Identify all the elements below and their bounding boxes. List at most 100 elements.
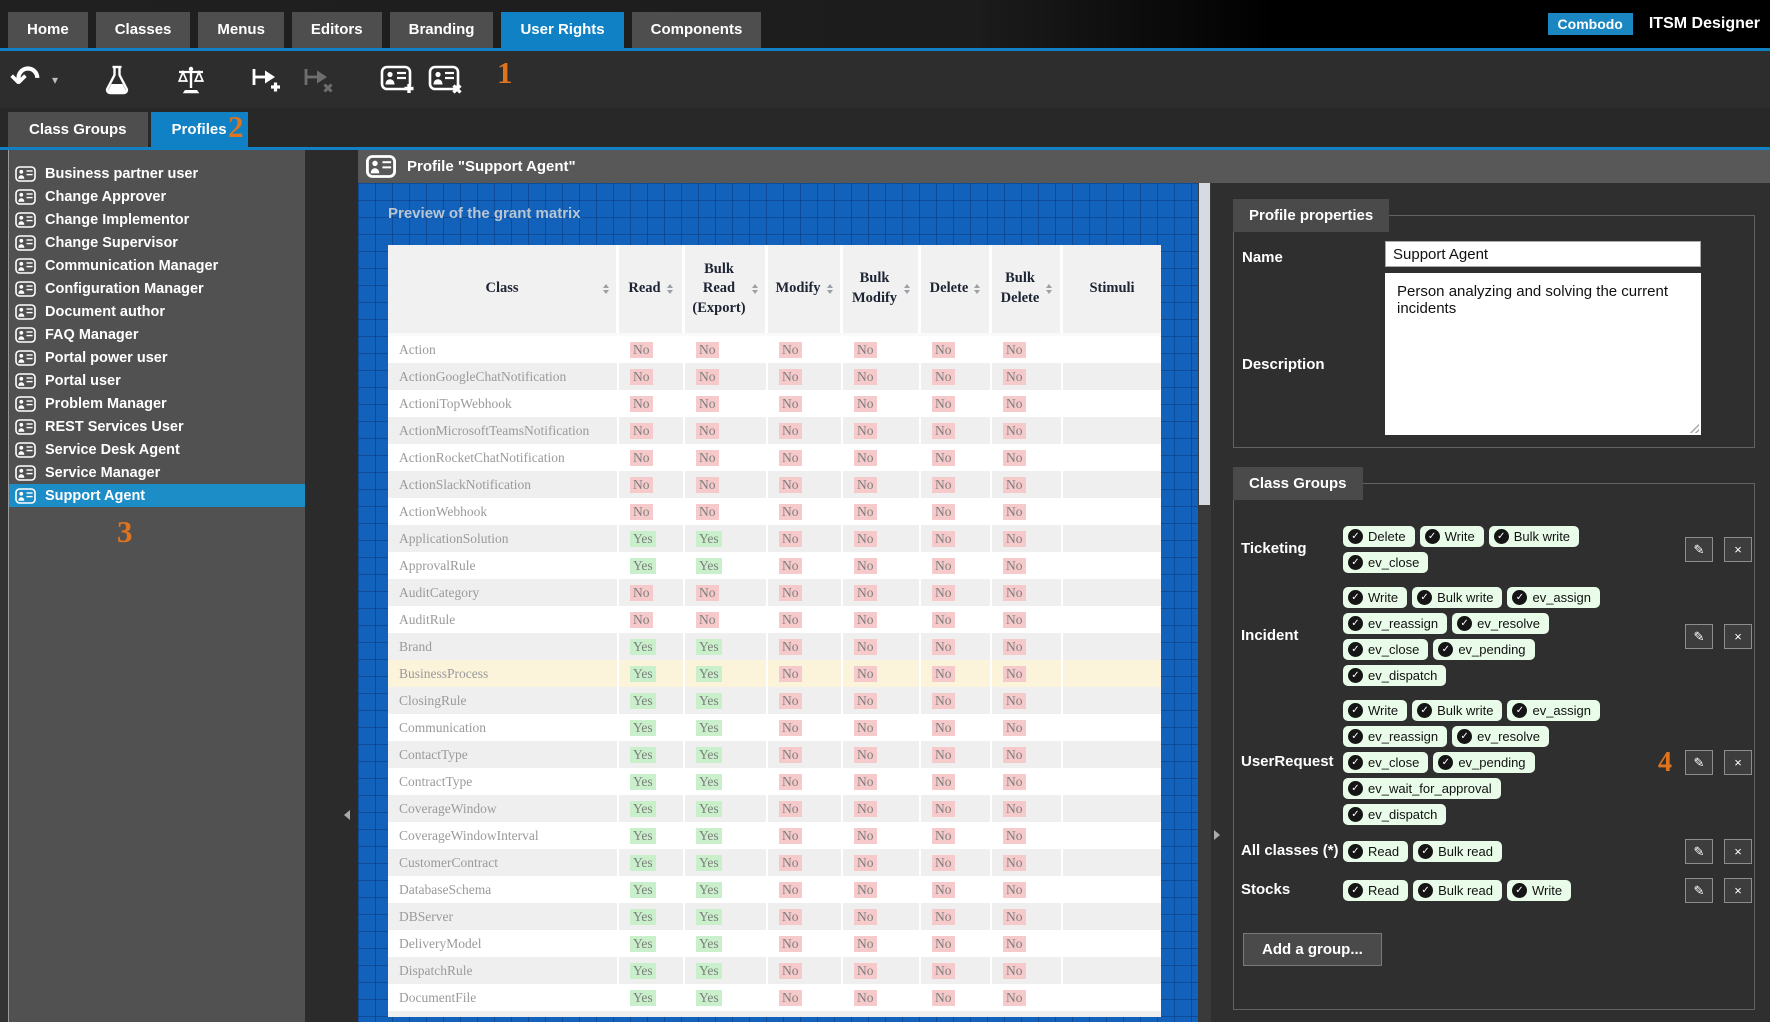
undo-icon[interactable]: ↶ — [10, 58, 41, 100]
profile-item-problem-manager[interactable]: Problem Manager — [9, 392, 305, 415]
profile-item-support-agent[interactable]: Support Agent — [9, 484, 305, 507]
profile-item-change-supervisor[interactable]: Change Supervisor — [9, 231, 305, 254]
sort-arrows-icon[interactable] — [1046, 284, 1052, 294]
grant-cell: No — [685, 363, 768, 390]
flask-icon[interactable] — [104, 65, 130, 95]
profile-item-faq-manager[interactable]: FAQ Manager — [9, 323, 305, 346]
nav-tab-menus[interactable]: Menus — [198, 12, 284, 48]
edit-group-button[interactable]: ✎ — [1685, 878, 1713, 903]
grant-cell: No — [992, 633, 1063, 660]
sort-arrows-icon[interactable] — [974, 284, 981, 294]
sort-arrows-icon[interactable] — [751, 284, 758, 294]
edit-group-button[interactable]: ✎ — [1685, 537, 1713, 562]
profile-add-icon[interactable] — [380, 65, 416, 95]
column-header-class[interactable]: Class — [388, 245, 619, 333]
grant-value: Yes — [630, 773, 656, 790]
nav-tab-components[interactable]: Components — [631, 12, 762, 48]
profile-item-document-author[interactable]: Document author — [9, 300, 305, 323]
column-header-delete[interactable]: Delete — [921, 245, 992, 333]
nav-tab-editors[interactable]: Editors — [291, 12, 382, 48]
check-icon: ✓ — [1457, 729, 1473, 744]
profile-description-textarea[interactable]: Person analyzing and solving the current… — [1385, 273, 1701, 435]
profile-card-icon — [15, 395, 36, 412]
grant-value: No — [932, 638, 955, 655]
grant-cell: No — [921, 876, 992, 903]
nav-tab-classes[interactable]: Classes — [95, 12, 191, 48]
column-header-bulk-delete[interactable]: Bulk Delete — [992, 245, 1063, 333]
grant-cell: No — [768, 741, 843, 768]
profile-remove-icon[interactable] — [428, 65, 464, 95]
stimuli-cell — [1063, 849, 1161, 876]
combodo-badge[interactable]: Combodo — [1547, 13, 1633, 35]
grant-value: No — [932, 449, 955, 466]
nav-right-area: Combodo ITSM Designer — [1547, 0, 1770, 48]
matrix-row-action: Action No No No No No No — [388, 336, 1161, 363]
nav-tab-user-rights[interactable]: User Rights — [501, 12, 624, 48]
remove-group-button[interactable]: × — [1724, 537, 1752, 562]
grant-cell: Yes — [685, 984, 768, 1011]
sort-arrows-icon[interactable] — [603, 284, 609, 294]
edit-group-button[interactable]: ✎ — [1685, 750, 1713, 775]
column-header-stimuli: Stimuli — [1063, 245, 1161, 333]
edit-group-button[interactable]: ✎ — [1685, 624, 1713, 649]
group-actions: ✎ × — [1685, 537, 1752, 562]
profile-item-rest-services-user[interactable]: REST Services User — [9, 415, 305, 438]
check-icon: ✓ — [1348, 781, 1363, 796]
remove-group-button[interactable]: × — [1724, 750, 1752, 775]
undo-caret-icon[interactable]: ▾ — [52, 72, 59, 87]
profile-item-service-desk-agent[interactable]: Service Desk Agent — [9, 438, 305, 461]
textarea-resize-handle-icon[interactable] — [1688, 422, 1699, 433]
matrix-row-approvalrule: ApprovalRule Yes Yes No No No No — [388, 552, 1161, 579]
transition-remove-icon[interactable] — [302, 66, 334, 94]
sort-arrows-icon[interactable] — [904, 284, 910, 294]
scales-icon[interactable] — [174, 65, 208, 95]
nav-tab-home[interactable]: Home — [8, 12, 88, 48]
profile-item-change-implementor[interactable]: Change Implementor — [9, 208, 305, 231]
profile-item-business-partner-user[interactable]: Business partner user — [9, 162, 305, 185]
sort-arrows-icon[interactable] — [826, 284, 833, 294]
nav-tab-branding[interactable]: Branding — [389, 12, 494, 48]
profile-name-input[interactable] — [1385, 241, 1701, 267]
column-header-bulk-read-export[interactable]: Bulk Read (Export) — [685, 245, 768, 333]
group-actions: ✎ × — [1685, 878, 1752, 903]
edit-group-button[interactable]: ✎ — [1685, 839, 1713, 864]
remove-group-button[interactable]: × — [1724, 839, 1752, 864]
collapse-sidebar-arrow-icon[interactable] — [344, 810, 350, 820]
profile-item-change-approver[interactable]: Change Approver — [9, 185, 305, 208]
remove-group-button[interactable]: × — [1724, 878, 1752, 903]
remove-group-button[interactable]: × — [1724, 624, 1752, 649]
grant-value: No — [854, 530, 877, 547]
sub-tab-profiles[interactable]: Profiles — [150, 112, 248, 147]
column-header-label: Modify — [775, 280, 821, 297]
matrix-row-communication: Communication Yes Yes No No No No — [388, 714, 1161, 741]
permission-badges: ✓ Write ✓ Bulk write ✓ ev_assign ✓ ev_reassign ✓… — [1343, 700, 1608, 825]
grant-value: No — [696, 341, 719, 358]
column-header-read[interactable]: Read — [619, 245, 685, 333]
transition-add-icon[interactable] — [250, 66, 282, 94]
profile-item-configuration-manager[interactable]: Configuration Manager — [9, 277, 305, 300]
class-groups-list: Ticketing ✓ Delete ✓ Write ✓ Bulk write ✓ ev_clo… — [1241, 526, 1752, 966]
profile-item-portal-user[interactable]: Portal user — [9, 369, 305, 392]
sub-tab-class-groups[interactable]: Class Groups — [8, 112, 148, 147]
matrix-scrollbar-thumb[interactable] — [1199, 183, 1210, 505]
grant-cell: No — [992, 552, 1063, 579]
grant-cell: No — [921, 417, 992, 444]
add-group-button[interactable]: Add a group... — [1243, 933, 1382, 966]
profile-item-communication-manager[interactable]: Communication Manager — [9, 254, 305, 277]
collapse-panel-arrow-icon[interactable] — [1214, 830, 1220, 840]
grant-value: No — [1003, 692, 1026, 709]
class-groups-section-title: Class Groups — [1233, 467, 1363, 500]
column-header-bulk-modify[interactable]: Bulk Modify — [843, 245, 921, 333]
column-header-modify[interactable]: Modify — [768, 245, 843, 333]
grant-cell: Yes — [619, 633, 685, 660]
grant-value: No — [696, 422, 719, 439]
profile-item-label: Portal power user — [45, 349, 168, 366]
profile-item-service-manager[interactable]: Service Manager — [9, 461, 305, 484]
grant-cell: Yes — [685, 930, 768, 957]
matrix-row-actionmicrosoftteamsnotification: ActionMicrosoftTeamsNotification No No No No… — [388, 417, 1161, 444]
grant-value: No — [1003, 611, 1026, 628]
sort-arrows-icon[interactable] — [666, 284, 673, 294]
grant-value: No — [854, 962, 877, 979]
grant-cell: No — [685, 471, 768, 498]
profile-item-portal-power-user[interactable]: Portal power user — [9, 346, 305, 369]
